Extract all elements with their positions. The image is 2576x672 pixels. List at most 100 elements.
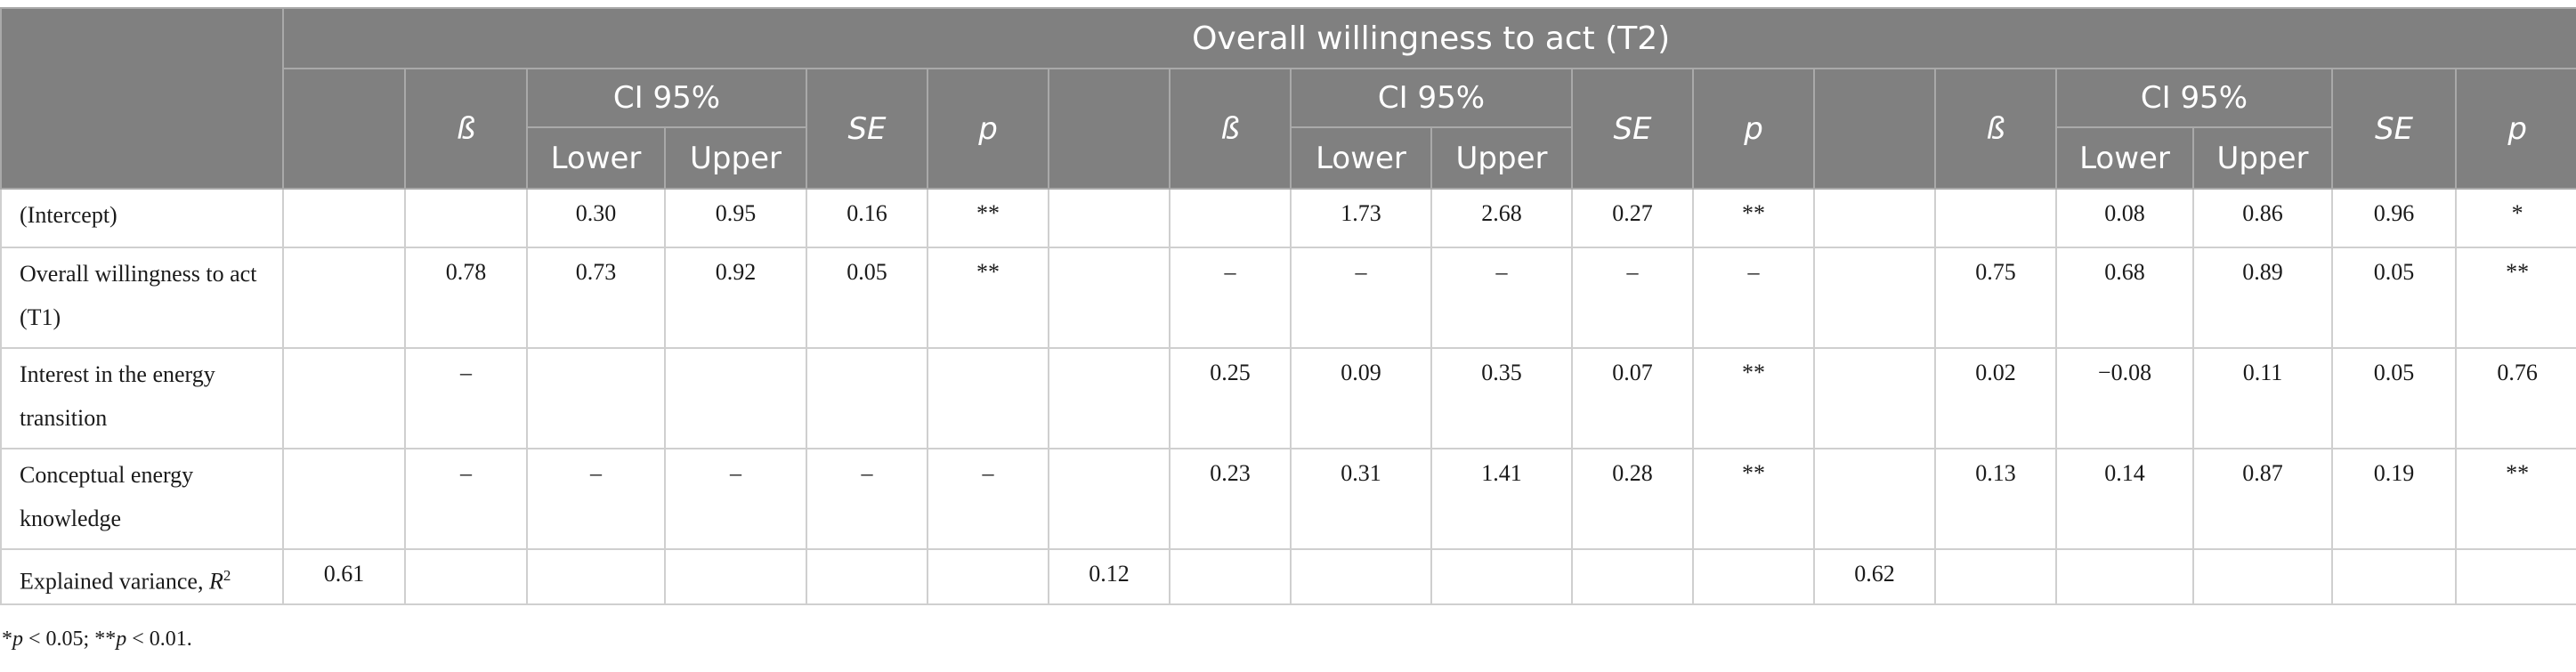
table-cell: 0.92	[664, 247, 807, 349]
model1-se-header: SE	[806, 68, 928, 190]
model3-ci-header: CI 95%	[2055, 68, 2333, 128]
table-cell	[2454, 548, 2576, 605]
table-cell	[282, 347, 406, 449]
table-cell	[1934, 548, 2057, 605]
table-cell: 0.87	[2192, 448, 2333, 550]
table-cell: 0.76	[2454, 347, 2576, 449]
table-cell: **	[1692, 188, 1815, 248]
model3-se-header: SE	[2331, 68, 2457, 190]
table-cell	[1571, 548, 1694, 605]
table-cell: 1.73	[1290, 188, 1432, 248]
row-label: (Intercept)	[0, 188, 284, 248]
row-label-text: Explained variance,	[20, 568, 209, 595]
footnote-star: *	[2, 627, 12, 651]
row-label: Interest in the energy transition	[0, 347, 284, 449]
table-cell: –	[404, 448, 528, 550]
table-cell	[1813, 247, 1936, 349]
table-cell	[282, 247, 406, 349]
row-label: Explained variance, R2	[0, 548, 284, 605]
table-cell	[2192, 548, 2333, 605]
table-cell	[927, 548, 1049, 605]
table-cell: –	[1692, 247, 1815, 349]
table-cell	[1813, 347, 1936, 449]
table-cell: –	[927, 448, 1049, 550]
model3-lower-header: Lower	[2055, 126, 2194, 190]
table-cell	[1290, 548, 1432, 605]
results-table: Overall willingness to act (T2) ß CI 95%…	[0, 7, 2576, 605]
table-cell: 0.14	[2055, 448, 2194, 550]
table-cell: 0.78	[404, 247, 528, 349]
row-label: Overall willingness to act (T1)	[0, 247, 284, 349]
table-row: Overall willingness to act (T1) 0.78 0.73 0…	[0, 247, 2576, 349]
table-cell	[282, 188, 406, 248]
table-cell: 0.05	[2331, 247, 2457, 349]
model1-beta-header: ß	[404, 68, 528, 190]
table-cell: 0.31	[1290, 448, 1432, 550]
row-label-superscript: 2	[223, 567, 231, 584]
table-cell: 0.05	[806, 247, 928, 349]
model3-beta-header: ß	[1934, 68, 2057, 190]
table-row: (Intercept) 0.30 0.95 0.16 ** 1.73 2.68 0.27 ** 0…	[0, 188, 2576, 248]
model1-blank-header	[282, 68, 406, 190]
model3-p-header: p	[2454, 68, 2576, 190]
table-cell	[664, 347, 807, 449]
model2-p-header: p	[1692, 68, 1815, 190]
table-cell: 0.62	[1813, 548, 1936, 605]
table-cell: –	[526, 448, 666, 550]
table-title: Overall willingness to act (T2)	[281, 7, 2576, 69]
table-cell	[1813, 448, 1936, 550]
table-cell: 0.28	[1571, 448, 1694, 550]
table-cell: –	[1430, 247, 1573, 349]
table-cell	[1813, 188, 1936, 248]
table-cell	[2331, 548, 2457, 605]
table-cell: **	[927, 188, 1049, 248]
table-cell	[1169, 188, 1292, 248]
table-cell	[2055, 548, 2194, 605]
table-cell	[404, 188, 528, 248]
table-cell	[806, 347, 928, 449]
table-cell: –	[806, 448, 928, 550]
row-label-italic: R	[208, 568, 223, 595]
table-cell	[282, 448, 406, 550]
model1-p-header: p	[927, 68, 1049, 190]
table-cell: 0.89	[2192, 247, 2333, 349]
model3-upper-header: Upper	[2192, 126, 2333, 190]
table-cell: 0.07	[1571, 347, 1694, 449]
table-cell	[1048, 347, 1171, 449]
table-cell: −0.08	[2055, 347, 2194, 449]
footnote-p2: p	[116, 627, 127, 651]
table-cell: 1.41	[1430, 448, 1573, 550]
table-row: Interest in the energy transition –0.25 0.…	[0, 347, 2576, 449]
model2-se-header: SE	[1571, 68, 1694, 190]
table-cell: **	[927, 247, 1049, 349]
table-cell: –	[1571, 247, 1694, 349]
table-cell	[1048, 188, 1171, 248]
footnote-text2: < 0.01.	[126, 627, 192, 651]
model1-lower-header: Lower	[526, 126, 666, 190]
table-cell: **	[2454, 247, 2576, 349]
table-cell	[526, 548, 666, 605]
table-cell: 0.68	[2055, 247, 2194, 349]
table-row: Conceptual energy knowledge – – – – –0.23 0.31…	[0, 448, 2576, 550]
table-cell: **	[2454, 448, 2576, 550]
table-cell: 0.75	[1934, 247, 2057, 349]
row-label: Conceptual energy knowledge	[0, 448, 284, 550]
table-cell: –	[1169, 247, 1292, 349]
results-table-container: Overall willingness to act (T2) ß CI 95%…	[0, 7, 2576, 605]
table-cell: 0.27	[1571, 188, 1694, 248]
table-cell	[1048, 448, 1171, 550]
table-cell: 0.25	[1169, 347, 1292, 449]
table-cell: 0.12	[1048, 548, 1171, 605]
stub-header	[0, 7, 284, 190]
table-cell: 0.73	[526, 247, 666, 349]
table-cell: 0.08	[2055, 188, 2194, 248]
row-label-text: Conceptual energy knowledge	[20, 462, 194, 531]
table-cell	[1934, 188, 2057, 248]
table-cell	[927, 347, 1049, 449]
table-cell	[404, 548, 528, 605]
table-cell	[1169, 548, 1292, 605]
row-label-text: Overall willingness to act (T1)	[20, 261, 257, 330]
table-cell: 0.35	[1430, 347, 1573, 449]
model1-upper-header: Upper	[664, 126, 807, 190]
table-cell: 0.02	[1934, 347, 2057, 449]
